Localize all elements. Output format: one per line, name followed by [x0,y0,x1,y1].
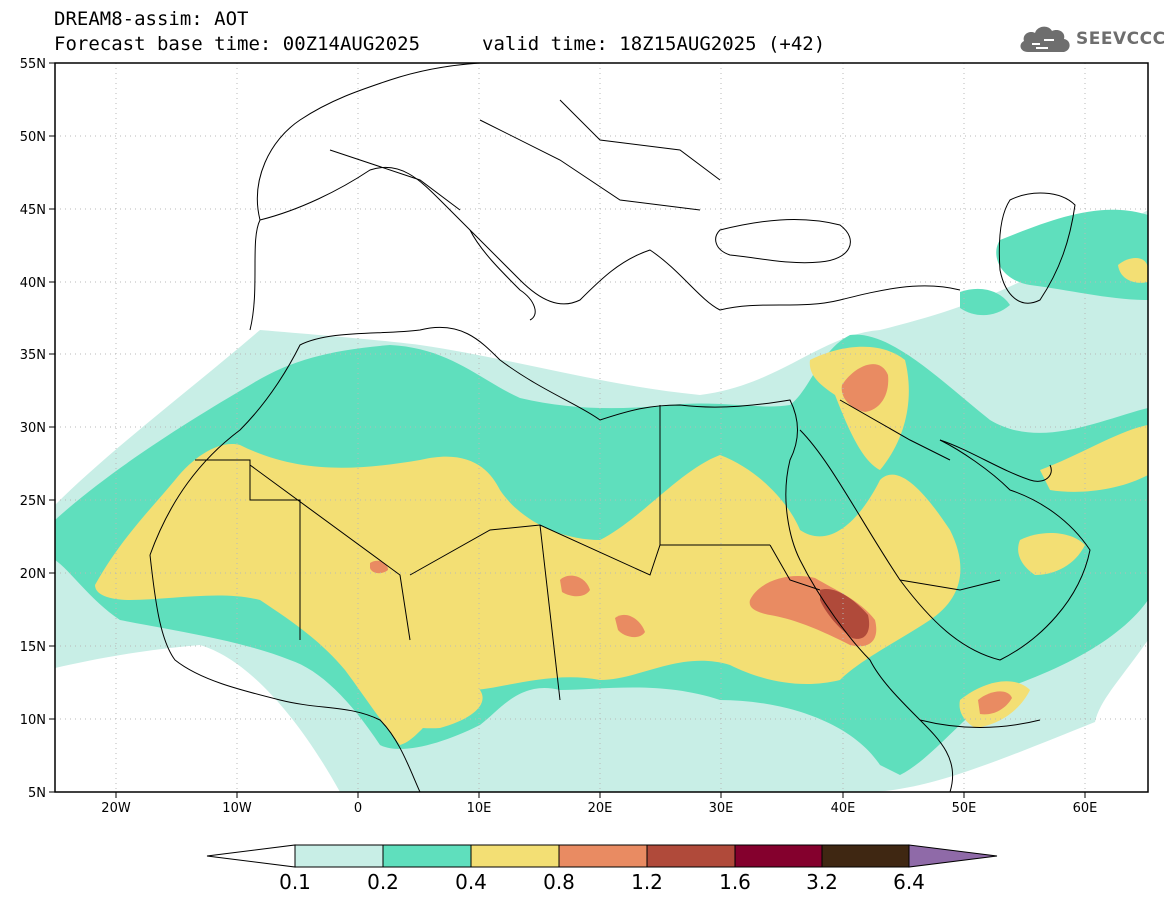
lon-tick-label: 10W [222,801,252,816]
colorbar-label: 6.4 [893,870,925,894]
aot-level-0.4 [95,444,961,745]
colorbar-label: 1.2 [631,870,663,894]
colorbar-label: 0.8 [543,870,575,894]
lat-tick-label: 25N [20,494,46,509]
colorbar-label: 1.6 [719,870,751,894]
aot-level-0.8-mali [370,560,388,574]
tick-marks [49,62,1086,798]
aot-level-0.4-central-asia [1118,258,1148,283]
lat-tick-label: 10N [20,713,46,728]
colorbar-label: 3.2 [806,870,838,894]
lat-tick-label: 5N [28,786,46,801]
aot-level-1.2-red-sea [820,589,870,639]
lon-tick-label: 40E [831,801,856,816]
colorbar-label: 0.4 [455,870,487,894]
colorbar-cell [558,844,648,868]
lat-tick-label: 45N [20,203,46,218]
colorbar-cell [470,844,560,868]
aot-level-0.8-chad-south [615,614,645,638]
aot-level-0.2-caucasus [960,288,1010,316]
seevccc-logo: SEEVCCC [1018,22,1165,56]
lon-tick-label: 60E [1073,801,1098,816]
colorbar-cell [382,844,472,868]
forecast-base-time: Forecast base time: 00Z14AUG2025 [54,33,421,55]
lon-tick-label: 20W [101,801,131,816]
lon-tick-label: 10E [467,801,492,816]
aot-level-0.2-caspian [996,209,1148,300]
lon-tick-label: 50E [952,801,977,816]
colorbar-label: 0.2 [367,870,399,894]
aot-level-0.4-oman [1018,533,1085,575]
lat-tick-label: 40N [20,276,46,291]
aot-level-0.8-iraq [841,364,889,412]
colorbar-cell-low-arrow [206,844,296,868]
aot-level-0.8-chad [560,575,590,597]
lat-tick-label: 35N [20,348,46,363]
lon-tick-label: 30E [709,801,734,816]
logo-text: SEEVCCC [1076,29,1165,49]
valid-time: valid time: 18Z15AUG2025 (+42) [482,33,826,55]
lon-tick-label: 20E [588,801,613,816]
colorbar-label: 0.1 [279,870,311,894]
coastlines [149,63,1091,792]
colorbar-cell [821,844,910,868]
colorbar-cell [734,844,823,868]
cloud-icon [1020,26,1070,52]
aot-level-0.4-south [380,681,483,729]
colorbar-cell [294,844,384,868]
lat-tick-label: 20N [20,567,46,582]
lat-tick-label: 55N [20,57,46,72]
lon-tick-label: 0 [354,801,362,816]
lat-tick-label: 15N [20,640,46,655]
lat-tick-label: 30N [20,421,46,436]
aot-field [55,63,1148,792]
map-title: DREAM8-assim: AOT [54,8,249,30]
aot-level-0.8-yemen [978,691,1012,715]
aot-level-0.4-gulf [1040,425,1148,492]
colorbar-cell-high-arrow [908,844,998,868]
colorbar-cell [646,844,736,868]
colorbar [206,844,998,868]
lat-tick-label: 50N [20,130,46,145]
